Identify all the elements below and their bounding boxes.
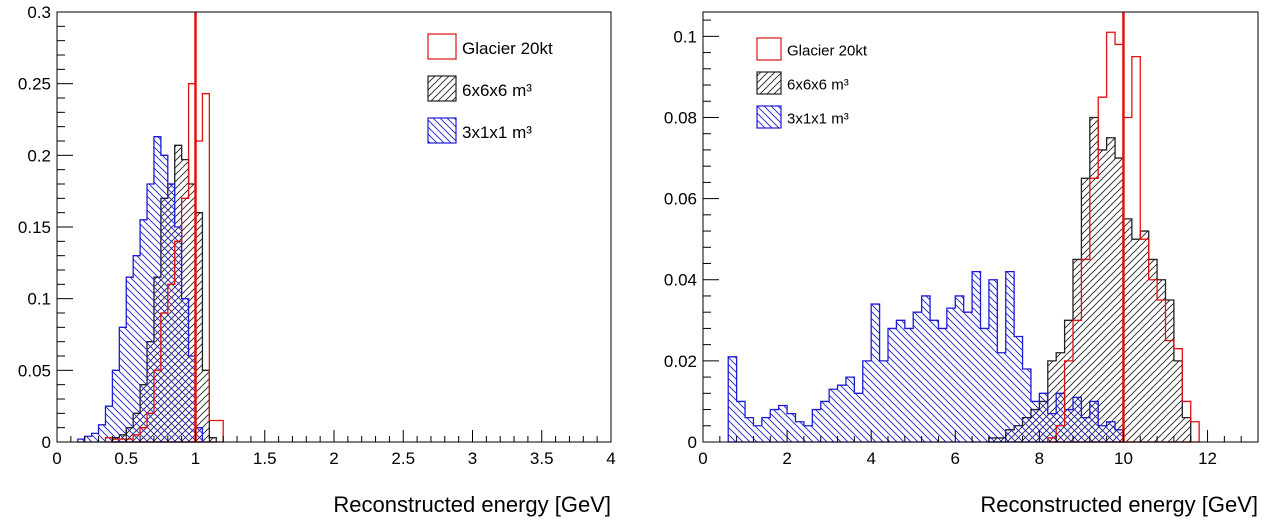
- right-x-axis: 0 2 4 6 8 10 12: [698, 430, 1259, 468]
- right-y-tick-label: 0: [688, 433, 697, 452]
- right-legend-swatch: [756, 105, 782, 129]
- panel-left: 0 0.05 0.1 0.15 0.2 0.25 0.3 0 0.5 1 1.5 2 2.5 3 3.5 4…: [18, 3, 616, 517]
- left-y-tick-label: 0.05: [18, 361, 51, 380]
- right-plot-frame: [702, 11, 1259, 443]
- left-x-tick-label: 1.5: [253, 449, 277, 468]
- left-histogram-3x1x1: [77, 136, 204, 443]
- right-y-tick-label: 0.02: [664, 352, 697, 371]
- left-legend-label: 3x1x1 m³: [462, 123, 532, 142]
- right-legend-swatch: [756, 71, 782, 95]
- left-legend-label: Glacier 20kt: [462, 39, 553, 58]
- left-y-tick-label: 0: [42, 433, 51, 452]
- left-legend-swatch: [427, 75, 457, 102]
- left-y-tick-label: 0.3: [27, 3, 51, 22]
- left-y-tick-label: 0.15: [18, 218, 51, 237]
- left-histogram-glacier: [104, 83, 224, 443]
- right-y-tick-label: 0.1: [673, 27, 697, 46]
- right-x-tick-label: 6: [951, 449, 960, 468]
- right-legend: Glacier 20kt 6x6x6 m³ 3x1x1 m³: [756, 37, 868, 129]
- right-x-tick-label: 4: [866, 449, 875, 468]
- left-x-tick-label: 0: [52, 449, 61, 468]
- left-histograms: [77, 83, 224, 443]
- left-x-tick-label: 2.5: [391, 449, 415, 468]
- left-legend-swatch: [427, 33, 457, 60]
- left-x-axis-title: Reconstructed energy [GeV]: [333, 492, 611, 517]
- right-x-tick-label: 2: [782, 449, 791, 468]
- right-x-tick-label: 12: [1198, 449, 1217, 468]
- left-x-tick-label: 2: [329, 449, 338, 468]
- right-y-tick-label: 0.06: [664, 190, 697, 209]
- left-x-axis: 0 0.5 1 1.5 2 2.5 3 3.5 4: [52, 430, 616, 468]
- left-x-tick-label: 1: [191, 449, 200, 468]
- right-y-tick-label: 0.04: [664, 271, 697, 290]
- left-legend-label: 6x6x6 m³: [462, 81, 532, 100]
- left-legend: Glacier 20kt 6x6x6 m³ 3x1x1 m³: [427, 33, 553, 144]
- left-x-tick-label: 4: [606, 449, 615, 468]
- left-y-tick-label: 0.2: [27, 146, 51, 165]
- right-histograms: [727, 31, 1200, 443]
- right-x-tick-label: 8: [1035, 449, 1044, 468]
- left-x-tick-label: 3.5: [530, 449, 554, 468]
- right-y-axis: 0 0.02 0.04 0.06 0.08 0.1: [664, 19, 719, 452]
- right-y-tick-label: 0.08: [664, 108, 697, 127]
- right-x-tick-label: 0: [698, 449, 707, 468]
- left-x-tick-label: 3: [468, 449, 477, 468]
- right-x-axis-title: Reconstructed energy [GeV]: [980, 492, 1258, 517]
- left-y-tick-label: 0.25: [18, 75, 51, 94]
- panel-right: 0 0.02 0.04 0.06 0.08 0.1 0 2 4 6 8 10 12 Reconstru…: [664, 11, 1259, 517]
- right-legend-label: 3x1x1 m³: [787, 111, 849, 128]
- right-legend-label: 6x6x6 m³: [787, 77, 849, 94]
- right-x-tick-label: 10: [1114, 449, 1133, 468]
- left-x-tick-label: 0.5: [114, 449, 138, 468]
- left-y-tick-label: 0.1: [27, 290, 51, 309]
- right-legend-swatch: [756, 37, 782, 61]
- left-legend-swatch: [427, 117, 457, 144]
- right-legend-label: Glacier 20kt: [787, 43, 868, 60]
- left-y-axis: 0 0.05 0.1 0.15 0.2 0.25 0.3: [18, 3, 73, 452]
